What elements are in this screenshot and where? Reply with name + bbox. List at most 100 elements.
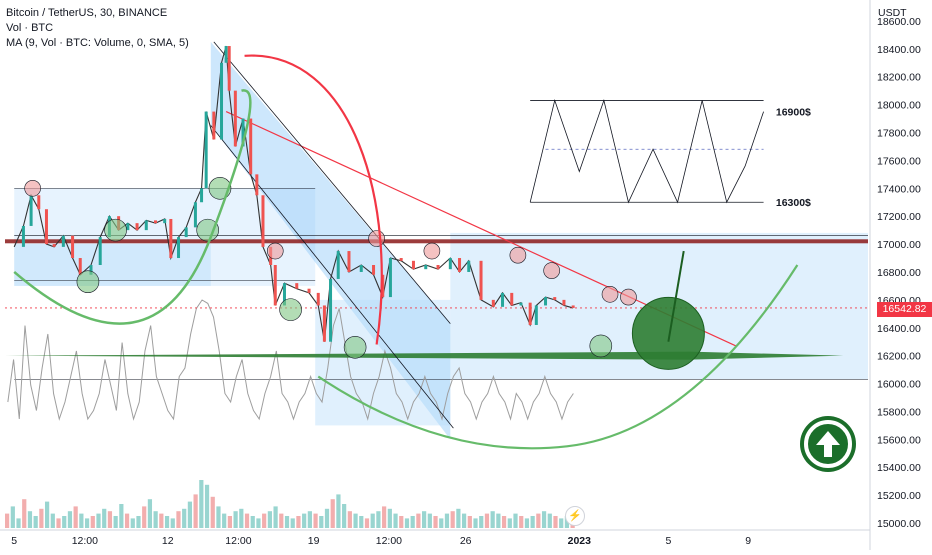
candle — [98, 237, 102, 265]
y-tick-label: 16400.00 — [877, 323, 921, 335]
volume-bar — [27, 511, 33, 528]
candle — [528, 302, 532, 325]
volume-bar — [547, 513, 552, 528]
candle — [193, 202, 197, 228]
candle — [273, 265, 277, 306]
volume-bar — [302, 513, 307, 528]
volume-bar — [50, 513, 55, 528]
volume-bar — [250, 516, 255, 528]
volume-bar — [113, 516, 118, 528]
volume-bar — [39, 508, 44, 528]
candle — [241, 118, 245, 147]
volume-bar — [393, 513, 398, 528]
y-tick-label: 16000.00 — [877, 379, 921, 391]
volume-bar — [444, 513, 450, 528]
last-price-tag: 16542.82 — [877, 302, 932, 317]
resistance-marker — [368, 230, 385, 247]
volume-bar — [519, 516, 524, 528]
x-tick-label: 2023 — [568, 535, 592, 547]
volume-bar — [96, 513, 101, 528]
green-cup-curve — [13, 89, 252, 325]
volume-bar — [473, 518, 478, 528]
channel-upper-trendline — [213, 41, 451, 324]
candle — [322, 305, 326, 342]
volume-bar — [507, 518, 512, 528]
volume-bar — [119, 504, 124, 528]
volume-bar — [416, 513, 421, 528]
x-tick-label: 5 — [665, 535, 671, 547]
volume-bar — [130, 518, 135, 528]
candle — [29, 195, 33, 226]
volume-bar — [559, 518, 564, 528]
y-tick-label: 15200.00 — [877, 490, 921, 502]
volume-bar — [353, 513, 358, 528]
red-drop-curve — [244, 54, 383, 345]
candle — [458, 258, 462, 272]
volume-bar — [187, 501, 193, 528]
volume-bar — [484, 513, 490, 528]
lightning-icon[interactable]: ⚡ — [565, 506, 585, 526]
volume-bar — [387, 508, 392, 528]
volume-bar — [336, 494, 341, 528]
candle — [562, 299, 566, 306]
x-tick-label: 12:00 — [225, 535, 251, 547]
candle — [467, 260, 471, 272]
candle — [424, 265, 428, 270]
volume-bar — [399, 516, 404, 528]
x-tick-label: 12:00 — [72, 535, 98, 547]
volume-bar — [124, 513, 130, 528]
symbol-label: Bitcoin / TetherUS, 30, BINANCE — [6, 7, 168, 19]
level-label-high: 16900$ — [776, 106, 811, 118]
y-tick-label: 15600.00 — [877, 434, 921, 446]
volume-bar — [284, 516, 290, 528]
candle — [261, 195, 265, 247]
volume-bar — [222, 513, 227, 528]
support-marker — [343, 335, 367, 359]
volume-bar — [44, 501, 50, 528]
volume-bar — [342, 504, 347, 528]
candle — [204, 111, 208, 189]
chart-legend: Bitcoin / TetherUS, 30, BINANCE Vol · BT… — [6, 6, 189, 51]
volume-bar — [382, 506, 387, 528]
volume-bar — [136, 516, 141, 528]
candle — [135, 223, 139, 231]
candle — [448, 258, 452, 270]
volume-bar — [404, 518, 410, 528]
candle — [126, 223, 130, 231]
volume-bar — [410, 516, 415, 528]
candle — [359, 265, 363, 272]
blue-zone — [14, 244, 211, 286]
candle — [295, 283, 299, 289]
volume-bar — [324, 508, 330, 528]
candle — [220, 62, 224, 140]
volume-bar — [10, 506, 15, 528]
y-tick-label: 18600.00 — [877, 16, 921, 28]
candle — [307, 288, 311, 293]
resistance-marker — [266, 242, 284, 260]
arrow-up-circle-icon — [800, 416, 856, 472]
candle — [436, 265, 440, 270]
y-tick-label: 18000.00 — [877, 100, 921, 112]
volume-bar — [67, 511, 73, 528]
candle — [212, 111, 216, 140]
volume-bar — [22, 499, 27, 528]
volume-bar — [467, 516, 472, 528]
volume-bar — [79, 513, 84, 528]
volume-bar — [450, 511, 455, 528]
x-tick-label: 26 — [460, 535, 472, 547]
y-axis-panel — [870, 0, 932, 550]
zigzag-pattern — [529, 98, 764, 204]
volume-bar — [176, 511, 181, 528]
volume-ma-line — [7, 299, 574, 421]
candle — [233, 90, 237, 147]
support-marker — [279, 298, 302, 321]
volume-bar — [84, 518, 90, 528]
volume-bar — [102, 508, 107, 528]
volume-bar — [73, 506, 78, 528]
level-label-low: 16300$ — [776, 197, 811, 209]
candle — [227, 46, 231, 91]
x-tick-label: 12:00 — [376, 535, 402, 547]
candle — [184, 227, 188, 238]
